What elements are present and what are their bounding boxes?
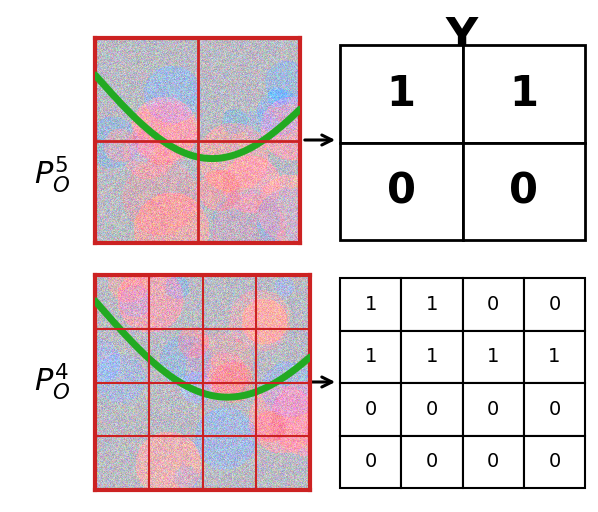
Bar xyxy=(401,278,462,331)
Bar xyxy=(340,331,401,383)
Bar xyxy=(340,278,401,331)
Text: 0: 0 xyxy=(387,170,416,212)
Bar xyxy=(340,45,462,142)
Bar xyxy=(340,436,401,488)
Bar xyxy=(524,436,585,488)
Bar xyxy=(462,142,585,240)
Text: Y: Y xyxy=(446,16,478,59)
Bar xyxy=(462,436,524,488)
Text: $P_O^4$: $P_O^4$ xyxy=(34,361,70,402)
Text: 0: 0 xyxy=(487,295,499,314)
Bar xyxy=(524,383,585,436)
Bar xyxy=(524,331,585,383)
Text: 0: 0 xyxy=(426,452,438,471)
Text: 1: 1 xyxy=(426,295,438,314)
Bar xyxy=(462,45,585,142)
Bar xyxy=(462,383,524,436)
Text: 0: 0 xyxy=(365,452,377,471)
Bar xyxy=(462,278,524,331)
Text: 1: 1 xyxy=(364,295,377,314)
Bar xyxy=(462,331,524,383)
Text: 0: 0 xyxy=(548,400,560,419)
Text: 0: 0 xyxy=(509,170,538,212)
Text: 1: 1 xyxy=(509,73,538,115)
Bar xyxy=(340,142,462,240)
Text: 1: 1 xyxy=(548,347,560,366)
Text: 0: 0 xyxy=(487,400,499,419)
Text: 0: 0 xyxy=(426,400,438,419)
Text: 1: 1 xyxy=(487,347,499,366)
Text: 0: 0 xyxy=(365,400,377,419)
Text: 0: 0 xyxy=(548,452,560,471)
Bar xyxy=(401,383,462,436)
Text: $P_O^5$: $P_O^5$ xyxy=(34,155,70,196)
Bar xyxy=(524,278,585,331)
Bar xyxy=(401,331,462,383)
Bar xyxy=(401,436,462,488)
Bar xyxy=(340,383,401,436)
Text: 0: 0 xyxy=(548,295,560,314)
Text: 1: 1 xyxy=(364,347,377,366)
Text: 0: 0 xyxy=(487,452,499,471)
Text: 1: 1 xyxy=(387,73,416,115)
Text: 1: 1 xyxy=(426,347,438,366)
